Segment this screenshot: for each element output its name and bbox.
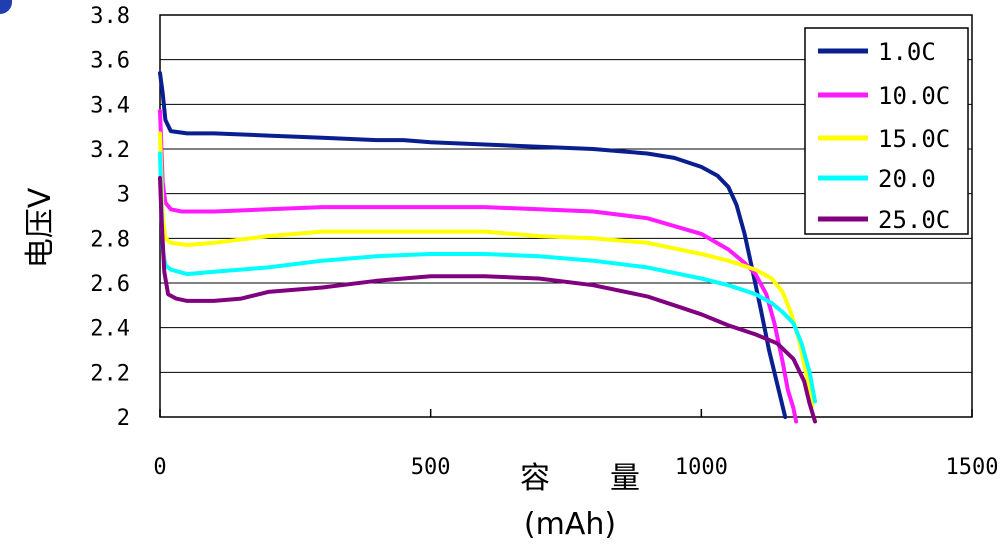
x-tick-label: 500 — [411, 455, 451, 480]
x-axis-label: 容 量 — [520, 461, 640, 496]
y-tick-label: 3 — [117, 183, 130, 208]
x-tick-labels: 0 500 1000 1500 — [153, 455, 998, 480]
y-tick-label: 2.2 — [90, 361, 130, 386]
legend-label: 10.0C — [878, 82, 950, 110]
y-tick-label: 2.6 — [90, 272, 130, 297]
series-line — [158, 71, 788, 419]
legend-label: 25.0C — [878, 206, 950, 234]
legend-label: 15.0C — [878, 125, 950, 153]
legend-label: 20.0 — [878, 165, 936, 193]
x-tick-marks — [159, 409, 973, 417]
y-tick-label: 2.4 — [90, 317, 130, 342]
y-axis-label: 电压V — [23, 187, 58, 268]
y-tick-label: 3.6 — [90, 49, 130, 74]
series-line — [158, 109, 799, 424]
series-line — [158, 176, 817, 424]
x-tick-label: 0 — [153, 455, 166, 480]
y-tick-labels: 2 2.2 2.4 2.6 2.8 3 3.2 3.4 3.6 3.8 — [90, 4, 130, 431]
x-tick-label: 1500 — [946, 455, 999, 480]
x-tick-label: 1000 — [675, 455, 728, 480]
legend-box — [804, 27, 969, 235]
y-tick-label: 2 — [117, 406, 130, 431]
y-tick-label: 3.4 — [90, 93, 130, 118]
y-tick-label: 3.2 — [90, 138, 130, 163]
y-tick-label: 3.8 — [90, 4, 130, 29]
legend: 1.0C 10.0C 15.0C 20.0 25.0C — [804, 27, 969, 235]
legend-label: 1.0C — [878, 38, 936, 66]
series-lines — [158, 71, 817, 424]
series-line — [158, 131, 815, 408]
x-axis-unit-label: (mAh) — [524, 507, 616, 542]
y-tick-label: 2.8 — [90, 227, 130, 252]
series-line — [158, 151, 817, 404]
